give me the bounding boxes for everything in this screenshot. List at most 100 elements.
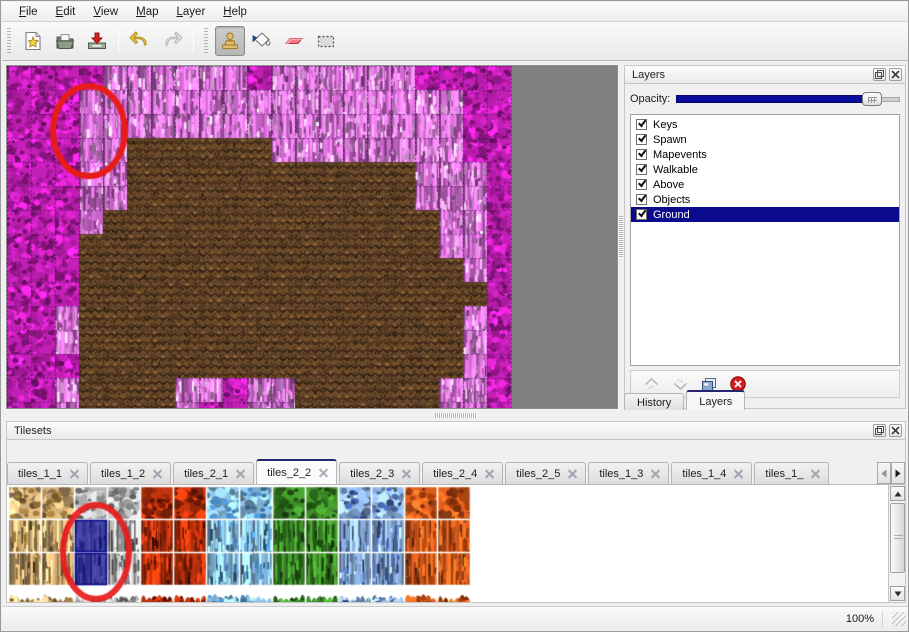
- save-disk-icon: [88, 32, 106, 49]
- resize-grip-icon[interactable]: [892, 611, 906, 626]
- tileset-tab-tiles_1_[interactable]: tiles_1_: [754, 462, 830, 484]
- menu-label: ayer: [182, 5, 206, 18]
- layer-name: Keys: [653, 118, 678, 131]
- undo-button[interactable]: [125, 26, 155, 56]
- move-layer-up-button[interactable]: [639, 373, 663, 395]
- tileset-tab-close-icon[interactable]: [401, 468, 412, 479]
- tilesets-undock-button[interactable]: [873, 424, 886, 437]
- tileset-tab-close-icon[interactable]: [810, 468, 821, 479]
- tileset-tab-close-icon[interactable]: [733, 468, 744, 479]
- tileset-tab-nav: [877, 462, 905, 484]
- zoom-level-label: 100%: [845, 612, 874, 625]
- layer-name: Objects: [653, 193, 691, 206]
- undock-icon: [875, 70, 884, 79]
- tileset-tab-tiles_2_3[interactable]: tiles_2_3: [339, 462, 421, 484]
- menu-edit[interactable]: Edit: [47, 4, 85, 20]
- layers-undock-button[interactable]: [873, 68, 886, 81]
- layer-visibility-checkbox[interactable]: [636, 179, 647, 190]
- map-canvas-viewport[interactable]: [6, 65, 618, 409]
- menu-view[interactable]: View: [84, 4, 127, 20]
- tileset-tab-close-icon[interactable]: [235, 468, 246, 479]
- tileset-tab-tiles_2_2[interactable]: tiles_2_2: [256, 459, 338, 484]
- tileset-tab-close-icon[interactable]: [484, 468, 495, 479]
- scroll-up-button[interactable]: [890, 486, 905, 501]
- open-folder-icon: [55, 34, 75, 49]
- triangle-down-icon: [894, 591, 901, 596]
- tileset-tab-close-icon[interactable]: [318, 467, 329, 478]
- tileset-tab-tiles_2_1[interactable]: tiles_2_1: [173, 462, 255, 484]
- map-canvas[interactable]: [7, 66, 617, 408]
- menu-layer[interactable]: Layer: [168, 4, 215, 20]
- tileset-tab-prev-button[interactable]: [877, 462, 891, 484]
- stamp-tool-button[interactable]: [215, 26, 245, 56]
- layer-row[interactable]: Objects: [631, 192, 899, 207]
- tileset-tab-close-icon[interactable]: [152, 468, 163, 479]
- tileset-tab-tiles_1_3[interactable]: tiles_1_3: [588, 462, 670, 484]
- stamp-tool-icon: [222, 32, 238, 50]
- layer-visibility-checkbox[interactable]: [636, 149, 647, 160]
- splitter-grip: [619, 216, 623, 258]
- menu-map[interactable]: Map: [127, 4, 167, 20]
- tileset-grid[interactable]: [8, 486, 872, 602]
- layer-visibility-checkbox[interactable]: [636, 119, 647, 130]
- tileset-tab-tiles_1_4[interactable]: tiles_1_4: [671, 462, 753, 484]
- tileset-vertical-scrollbar[interactable]: [888, 485, 905, 602]
- menu-help[interactable]: Help: [214, 4, 256, 20]
- horizontal-splitter[interactable]: [2, 410, 908, 421]
- scrollbar-thumb[interactable]: [890, 503, 905, 573]
- layers-panel-titlebar: Layers: [624, 65, 906, 84]
- layer-name: Ground: [653, 208, 690, 221]
- select-tool-button[interactable]: [311, 26, 341, 56]
- tileset-tab-tiles_1_1[interactable]: tiles_1_1: [7, 462, 89, 484]
- open-map-button[interactable]: [50, 26, 80, 56]
- menu-label: elp: [231, 5, 247, 18]
- tileset-tab-close-icon[interactable]: [69, 468, 80, 479]
- vertical-splitter[interactable]: [618, 65, 624, 409]
- menu-mnemonic: L: [176, 5, 183, 18]
- layer-row[interactable]: Above: [631, 177, 899, 192]
- tileset-tab-close-icon[interactable]: [567, 468, 578, 479]
- eraser-icon: [284, 38, 304, 45]
- fill-tool-button[interactable]: [247, 26, 277, 56]
- opacity-slider[interactable]: [676, 91, 900, 107]
- slider-fill: [676, 95, 869, 103]
- menubar: File Edit View Map Layer Help: [2, 2, 908, 22]
- toolbar: [2, 22, 908, 61]
- layers-close-button[interactable]: [889, 68, 902, 81]
- scroll-down-button[interactable]: [890, 586, 905, 601]
- layer-row[interactable]: Spawn: [631, 132, 899, 147]
- layer-row[interactable]: Keys: [631, 117, 899, 132]
- layer-visibility-checkbox[interactable]: [636, 194, 647, 205]
- tileset-tab-tiles_2_5[interactable]: tiles_2_5: [505, 462, 587, 484]
- layer-list[interactable]: Keys Spawn Mapevents Walkable Above Objects Gr…: [630, 114, 900, 366]
- layer-visibility-checkbox[interactable]: [636, 134, 647, 145]
- layer-row[interactable]: Ground: [631, 207, 899, 222]
- tileset-tab-label: tiles_1_4: [682, 467, 727, 480]
- new-map-button[interactable]: [18, 26, 48, 56]
- menu-file[interactable]: File: [10, 4, 47, 20]
- tileset-tab-next-button[interactable]: [891, 462, 905, 484]
- tileset-grid-viewport[interactable]: [7, 484, 905, 602]
- tileset-tab-close-icon[interactable]: [650, 468, 661, 479]
- dock-tab-history[interactable]: History: [624, 393, 685, 411]
- layer-visibility-checkbox[interactable]: [636, 209, 647, 220]
- layer-row[interactable]: Walkable: [631, 162, 899, 177]
- menu-label: dit: [63, 5, 76, 18]
- slider-knob[interactable]: [862, 92, 883, 106]
- tileset-tab-tiles_1_2[interactable]: tiles_1_2: [90, 462, 172, 484]
- tilesets-close-button[interactable]: [889, 424, 902, 437]
- layers-panel: Layers Opacity:: [624, 65, 906, 409]
- dock-tab-layers[interactable]: Layers: [686, 390, 746, 411]
- tileset-tab-tiles_2_4[interactable]: tiles_2_4: [422, 462, 504, 484]
- layer-visibility-checkbox[interactable]: [636, 164, 647, 175]
- redo-button[interactable]: [157, 26, 187, 56]
- toolbar-drag-handle-2[interactable]: [203, 28, 211, 54]
- tilesets-panel: Tilesets tiles_1_1 tiles_1_2 tiles_2_1 tile…: [6, 421, 906, 603]
- eraser-tool-button[interactable]: [279, 26, 309, 56]
- layer-row[interactable]: Mapevents: [631, 147, 899, 162]
- toolbar-drag-handle[interactable]: [6, 28, 14, 54]
- move-layer-down-button[interactable]: [668, 373, 692, 395]
- save-map-button[interactable]: [82, 26, 112, 56]
- undo-arrow-icon: [129, 31, 147, 46]
